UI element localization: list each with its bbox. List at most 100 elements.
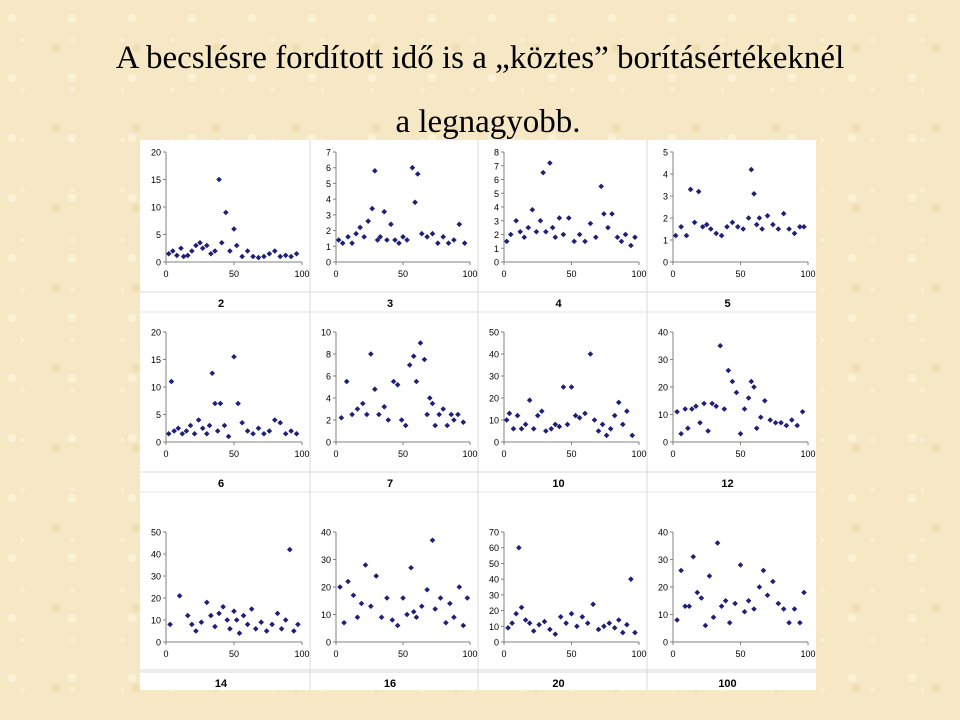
y-tick-label: 50 — [151, 528, 161, 538]
data-point — [576, 231, 583, 238]
data-point — [189, 621, 195, 628]
data-point — [337, 584, 343, 590]
data-point — [212, 400, 218, 407]
data-point — [547, 160, 553, 166]
y-tick-label: 10 — [321, 610, 331, 620]
x-tick-label: 50 — [566, 269, 576, 279]
data-point — [764, 213, 771, 219]
data-point — [220, 604, 226, 610]
data-point — [233, 242, 240, 249]
y-tick-label: 30 — [489, 590, 499, 600]
data-point — [737, 562, 744, 568]
data-point — [413, 614, 420, 621]
data-point — [552, 234, 559, 241]
data-point — [286, 546, 293, 553]
data-point — [629, 432, 636, 439]
data-point — [530, 426, 537, 432]
data-point — [733, 389, 740, 396]
data-point — [183, 428, 190, 434]
data-point — [429, 537, 436, 544]
y-tick-label: 0 — [326, 438, 331, 448]
data-point — [683, 232, 690, 239]
data-point — [195, 417, 202, 423]
x-tick-label: 0 — [163, 449, 168, 459]
data-point — [563, 620, 569, 626]
scatter-chart-10: 0 10 20 30 40 50 0 50 100 10 — [489, 328, 647, 491]
data-point — [400, 595, 406, 601]
chart-label: 16 — [384, 678, 396, 690]
data-point — [217, 400, 224, 407]
data-point — [694, 589, 701, 596]
x-tick-label: 100 — [294, 449, 309, 459]
data-point — [611, 412, 618, 419]
data-point — [261, 253, 267, 260]
y-tick-label: 30 — [489, 372, 499, 382]
data-point — [541, 618, 548, 625]
data-point — [525, 224, 532, 231]
x-tick-label: 100 — [462, 649, 477, 659]
data-point — [404, 237, 410, 243]
data-point — [770, 221, 776, 228]
data-point — [767, 417, 773, 423]
chart-label: 12 — [721, 478, 733, 490]
data-point — [518, 426, 525, 432]
data-point — [595, 428, 602, 434]
data-point — [345, 234, 351, 240]
data-point — [272, 417, 278, 423]
data-point — [568, 610, 575, 617]
data-point — [360, 400, 366, 407]
data-point — [261, 430, 267, 437]
data-point — [724, 224, 730, 230]
y-tick-label: 4 — [326, 195, 331, 205]
y-tick-label: 5 — [663, 148, 668, 158]
data-point — [209, 370, 216, 377]
y-tick-label: 20 — [151, 148, 161, 158]
data-point — [549, 224, 556, 231]
data-point — [282, 252, 289, 259]
y-tick-label: 70 — [489, 528, 499, 538]
data-point — [713, 230, 719, 237]
y-tick-label: 5 — [326, 179, 331, 189]
data-point — [218, 239, 225, 246]
data-point — [745, 395, 752, 401]
data-point — [628, 576, 634, 582]
data-point — [751, 191, 757, 197]
y-tick-label: 4 — [326, 394, 331, 404]
data-point — [732, 600, 738, 607]
data-point — [543, 428, 549, 434]
chart-label: 7 — [387, 478, 393, 490]
data-point — [510, 426, 517, 432]
data-point — [349, 240, 355, 246]
x-tick-label: 100 — [631, 269, 646, 279]
data-point — [349, 411, 355, 418]
data-point — [278, 626, 285, 632]
data-point — [709, 400, 715, 407]
data-point — [231, 353, 237, 360]
data-point — [214, 428, 221, 434]
y-tick-label: 0 — [663, 438, 668, 448]
data-point — [244, 428, 251, 434]
data-point — [702, 622, 709, 629]
data-point — [369, 205, 375, 212]
data-point — [255, 254, 262, 261]
data-point — [682, 406, 688, 412]
data-point — [295, 621, 301, 628]
data-point — [751, 384, 757, 390]
data-point — [231, 226, 237, 232]
y-tick-label: 30 — [658, 555, 668, 565]
data-point — [412, 199, 418, 206]
data-point — [797, 619, 803, 626]
y-tick-label: 3 — [494, 216, 499, 226]
data-point — [427, 395, 433, 401]
data-point — [350, 592, 357, 599]
data-point — [447, 600, 453, 607]
data-point — [236, 630, 243, 636]
x-tick-label: 0 — [501, 269, 506, 279]
data-point — [513, 610, 519, 617]
data-point — [250, 430, 256, 437]
data-point — [223, 209, 229, 216]
data-point — [293, 250, 300, 257]
data-point — [435, 240, 441, 246]
data-point — [799, 408, 806, 415]
data-point — [384, 595, 390, 601]
